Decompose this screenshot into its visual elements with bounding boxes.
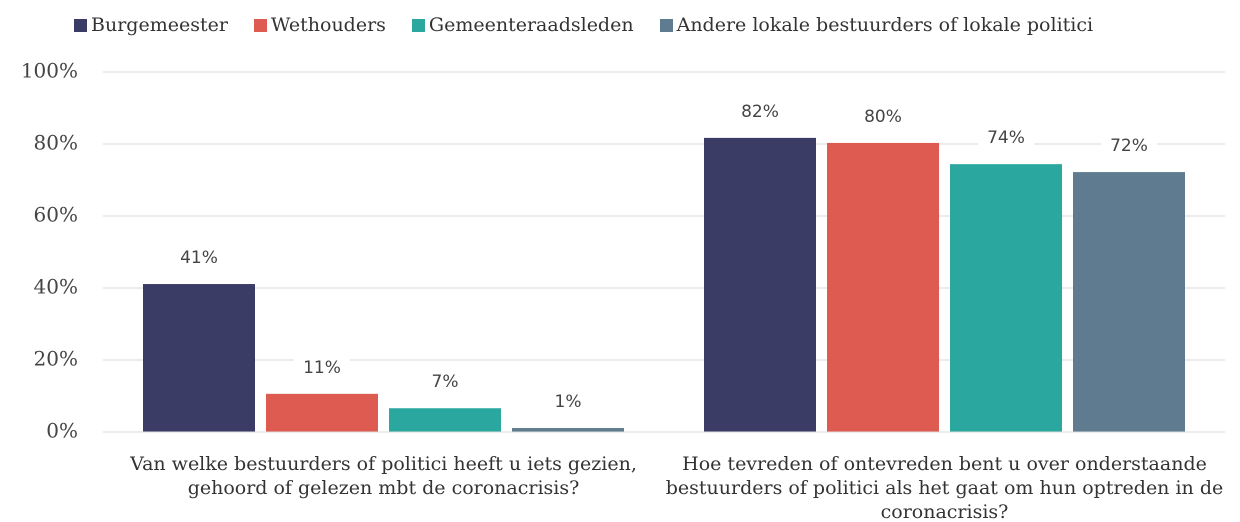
y-tick-label: 20%	[34, 347, 78, 371]
legend-swatch	[659, 18, 673, 32]
value-label: 82%	[741, 102, 779, 122]
bar	[950, 164, 1062, 432]
value-label: 72%	[1110, 136, 1148, 156]
label-background	[294, 355, 350, 380]
bar	[512, 428, 624, 432]
y-tick-label: 60%	[34, 203, 78, 227]
legend-item: Andere lokale bestuurders of lokale poli…	[659, 14, 1094, 36]
y-tick-label: 40%	[34, 275, 78, 299]
value-label: 41%	[180, 248, 218, 268]
y-tick-label: 0%	[46, 419, 78, 443]
x-tick-label: Van welke bestuurders of politici heeft …	[130, 453, 637, 499]
value-label: 80%	[864, 107, 902, 127]
value-label: 11%	[303, 358, 341, 378]
x-tick-label: Hoe tevreden of ontevreden bent u over o…	[665, 453, 1224, 522]
legend-item: Wethouders	[253, 14, 386, 36]
label-background	[540, 390, 596, 415]
y-tick-label: 80%	[34, 131, 78, 155]
bar	[266, 393, 378, 432]
label-background	[732, 99, 788, 124]
value-label: 74%	[987, 128, 1025, 148]
value-label: 7%	[432, 372, 459, 392]
legend: Burgemeester Wethouders Gemeenteraadsleden…	[74, 14, 1093, 36]
bar	[704, 137, 816, 432]
label-background	[417, 370, 473, 395]
bar	[1073, 172, 1185, 432]
legend-item: Gemeenteraadsleden	[411, 14, 634, 36]
legend-swatch	[74, 18, 87, 32]
label-background	[855, 104, 911, 129]
legend-swatch	[253, 18, 267, 32]
legend-swatch	[411, 18, 425, 32]
label-background	[1101, 134, 1157, 159]
bar	[827, 142, 939, 433]
legend-label: Gemeenteraadsleden	[428, 14, 634, 36]
label-background	[978, 126, 1034, 151]
legend-item: Burgemeester	[74, 14, 228, 36]
bar	[143, 284, 255, 432]
bar	[389, 408, 501, 432]
label-background	[171, 246, 227, 271]
y-tick-label: 100%	[21, 59, 78, 83]
value-label: 1%	[555, 392, 582, 412]
legend-label: Burgemeester	[91, 14, 228, 36]
legend-label: Wethouders	[270, 14, 386, 36]
legend-label: Andere lokale bestuurders of lokale poli…	[676, 14, 1094, 36]
